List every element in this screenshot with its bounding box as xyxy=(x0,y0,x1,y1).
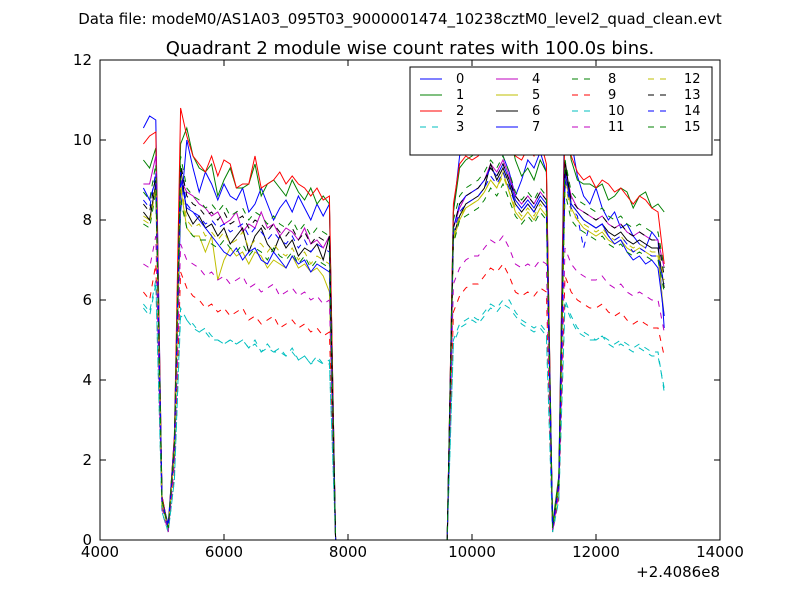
series-line-7 xyxy=(142,162,665,540)
y-tick-label: 6 xyxy=(82,291,92,309)
x-tick-label: 6000 xyxy=(205,543,243,561)
legend-label-9: 9 xyxy=(608,88,616,103)
x-tick-label: 4000 xyxy=(81,543,119,561)
y-tick-label: 4 xyxy=(82,371,92,389)
series-line-0 xyxy=(142,83,665,540)
legend-label-7: 7 xyxy=(532,120,540,135)
x-tick-label: 14000 xyxy=(696,543,744,561)
legend-label-15: 15 xyxy=(684,120,701,135)
legend-label-12: 12 xyxy=(684,72,701,87)
series-line-3 xyxy=(143,279,665,540)
legend-label-3: 3 xyxy=(456,120,464,135)
legend-label-2: 2 xyxy=(456,104,464,119)
y-tick-label: 12 xyxy=(73,51,92,69)
series-line-5 xyxy=(143,170,665,540)
x-tick-label: 10000 xyxy=(448,543,496,561)
series-line-8 xyxy=(143,182,665,540)
y-tick-label: 8 xyxy=(82,211,92,229)
series-line-11 xyxy=(143,235,665,540)
legend-label-1: 1 xyxy=(456,88,464,103)
series-line-2 xyxy=(143,90,665,540)
legend-label-10: 10 xyxy=(608,104,625,119)
y-tick-label: 2 xyxy=(82,451,92,469)
chart-title: Quadrant 2 module wise count rates with … xyxy=(166,38,655,59)
legend-label-14: 14 xyxy=(684,104,701,119)
series-line-1 xyxy=(143,106,665,540)
x-offset-label: +2.4086e8 xyxy=(636,563,720,581)
suptitle: Data file: modeM0/AS1A03_095T03_90000014… xyxy=(78,10,722,29)
legend-label-0: 0 xyxy=(456,72,464,87)
series-line-6 xyxy=(143,159,665,540)
series-layer xyxy=(142,83,665,540)
x-tick-label: 8000 xyxy=(329,543,367,561)
legend-label-5: 5 xyxy=(532,88,540,103)
series-line-12 xyxy=(143,174,665,540)
legend-label-11: 11 xyxy=(608,120,625,135)
y-tick-label: 0 xyxy=(82,531,92,549)
legend-label-4: 4 xyxy=(532,72,540,87)
series-line-14 xyxy=(143,170,665,540)
legend-label-8: 8 xyxy=(608,72,616,87)
y-tick-label: 10 xyxy=(73,131,92,149)
series-line-13 xyxy=(143,162,665,540)
legend-label-13: 13 xyxy=(684,88,701,103)
series-line-9 xyxy=(143,263,665,540)
legend-label-6: 6 xyxy=(532,104,540,119)
series-line-10 xyxy=(143,283,665,540)
x-tick-label: 12000 xyxy=(572,543,620,561)
